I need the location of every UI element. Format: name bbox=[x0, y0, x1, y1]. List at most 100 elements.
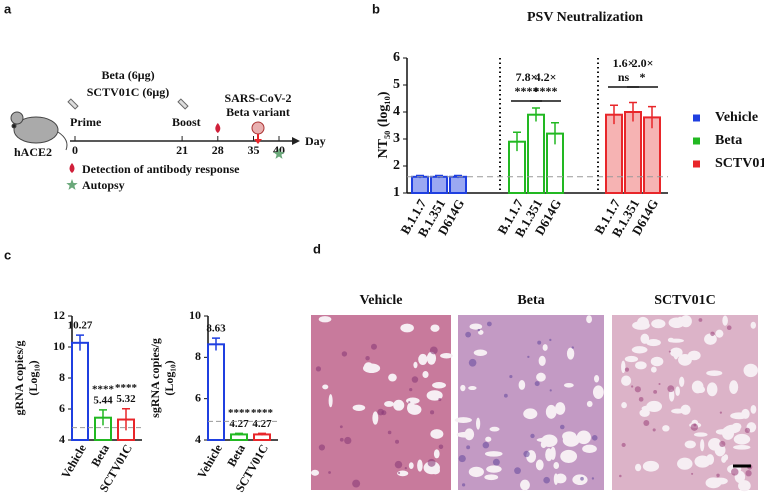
cell-cluster bbox=[492, 458, 500, 466]
cell-cluster bbox=[571, 346, 574, 349]
alveolus bbox=[668, 338, 684, 343]
cell-cluster bbox=[549, 338, 552, 342]
alveolus bbox=[318, 316, 332, 323]
cell-cluster bbox=[427, 458, 436, 467]
alveolus bbox=[750, 321, 757, 329]
cell-cluster bbox=[468, 358, 477, 367]
alveolus bbox=[706, 370, 723, 376]
alveolus bbox=[555, 402, 566, 415]
tissue-image bbox=[458, 315, 604, 490]
alveolus bbox=[469, 323, 483, 330]
error-bar bbox=[76, 334, 84, 351]
cell-cluster bbox=[486, 321, 492, 327]
bar bbox=[605, 113, 623, 194]
alveolus bbox=[594, 375, 600, 383]
alveolus bbox=[535, 459, 544, 471]
histology-panel bbox=[310, 315, 758, 492]
cell-cluster bbox=[667, 385, 675, 393]
alveolus bbox=[352, 404, 366, 411]
legend-label: SCTV01C bbox=[715, 156, 764, 171]
alveolus bbox=[523, 408, 538, 420]
alveolus bbox=[562, 434, 580, 447]
syringe-icons bbox=[67, 98, 189, 110]
alveolus bbox=[730, 412, 748, 420]
cell-cluster bbox=[404, 467, 407, 470]
alveolus bbox=[687, 350, 701, 361]
bar bbox=[207, 343, 225, 441]
alveolus bbox=[632, 321, 650, 330]
histology-label: Vehicle bbox=[359, 293, 402, 308]
cell-cluster bbox=[719, 411, 722, 414]
alveolus bbox=[426, 390, 443, 401]
alveolus bbox=[721, 455, 727, 463]
alveolus bbox=[417, 459, 423, 472]
challenge-label: Beta variant bbox=[226, 105, 290, 119]
alveolus bbox=[693, 432, 708, 437]
bar bbox=[624, 111, 642, 194]
alveolus bbox=[553, 461, 560, 470]
y-tick-label: 12 bbox=[53, 308, 65, 322]
panel-label: c bbox=[4, 247, 11, 262]
y-axis-label: gRNA copies/g bbox=[12, 341, 26, 416]
cell-cluster bbox=[621, 442, 626, 448]
alveolus bbox=[715, 329, 724, 338]
alveolus bbox=[550, 446, 556, 460]
alveolus bbox=[700, 439, 705, 452]
cell-cluster bbox=[530, 433, 535, 439]
error-bar bbox=[258, 432, 266, 436]
cell-cluster bbox=[466, 445, 471, 450]
alveolus bbox=[454, 417, 472, 424]
alveolus bbox=[363, 362, 374, 371]
axis-label: Day bbox=[305, 134, 326, 148]
alveolus bbox=[560, 449, 578, 463]
significance: **** bbox=[251, 407, 274, 419]
challenge-label: SARS-CoV-2 bbox=[224, 91, 291, 105]
y-tick-label: 3 bbox=[393, 131, 400, 146]
legend-marker bbox=[693, 114, 700, 122]
alveolus bbox=[430, 429, 444, 439]
alveolus bbox=[489, 426, 500, 432]
day-label: 21 bbox=[176, 143, 188, 157]
drop-icon bbox=[215, 123, 221, 133]
y-axis-label: (Log₁₀) bbox=[26, 360, 40, 395]
animal-label: hACE2 bbox=[14, 145, 52, 159]
cell-cluster bbox=[745, 470, 752, 477]
significance: **** bbox=[92, 383, 115, 395]
alveolus bbox=[646, 400, 663, 412]
cell-cluster bbox=[580, 476, 584, 481]
cell-cluster bbox=[339, 425, 343, 429]
cell-cluster bbox=[458, 454, 466, 463]
alveolus bbox=[572, 474, 588, 486]
alveolus bbox=[520, 479, 530, 491]
fold-change: 1.6× bbox=[613, 56, 635, 70]
alveolus bbox=[433, 449, 440, 459]
alveolus bbox=[708, 437, 722, 451]
value-label: 4.27 bbox=[252, 418, 272, 430]
drop-icon bbox=[69, 163, 75, 173]
legend-text: Autopsy bbox=[82, 178, 125, 192]
cell-cluster bbox=[631, 385, 634, 388]
cell-cluster bbox=[352, 479, 361, 488]
cell-cluster bbox=[430, 410, 435, 415]
virus-icon bbox=[251, 121, 265, 144]
alveolus bbox=[729, 380, 739, 394]
alveolus bbox=[679, 376, 685, 387]
x-tick-label: Vehicle bbox=[194, 441, 225, 481]
y-axis-label: NT₅₀ (log₁₀) bbox=[376, 91, 391, 158]
cell-cluster bbox=[339, 437, 344, 442]
y-tick-label: 1 bbox=[393, 185, 400, 200]
cell-cluster bbox=[395, 439, 400, 444]
legend-marker bbox=[693, 160, 700, 168]
histology-label: Beta bbox=[517, 293, 544, 308]
cell-cluster bbox=[668, 350, 671, 353]
alveolus bbox=[635, 361, 647, 370]
alveolus bbox=[426, 351, 437, 365]
legend-label: Beta bbox=[715, 133, 742, 148]
cell-cluster bbox=[549, 389, 552, 392]
chart-title: PSV Neutralization bbox=[527, 10, 643, 25]
y-tick-label: 4 bbox=[195, 432, 201, 446]
y-tick-label: 6 bbox=[393, 50, 400, 65]
alveolus bbox=[673, 349, 679, 360]
alveolus bbox=[750, 404, 757, 414]
alveolus bbox=[691, 380, 704, 394]
